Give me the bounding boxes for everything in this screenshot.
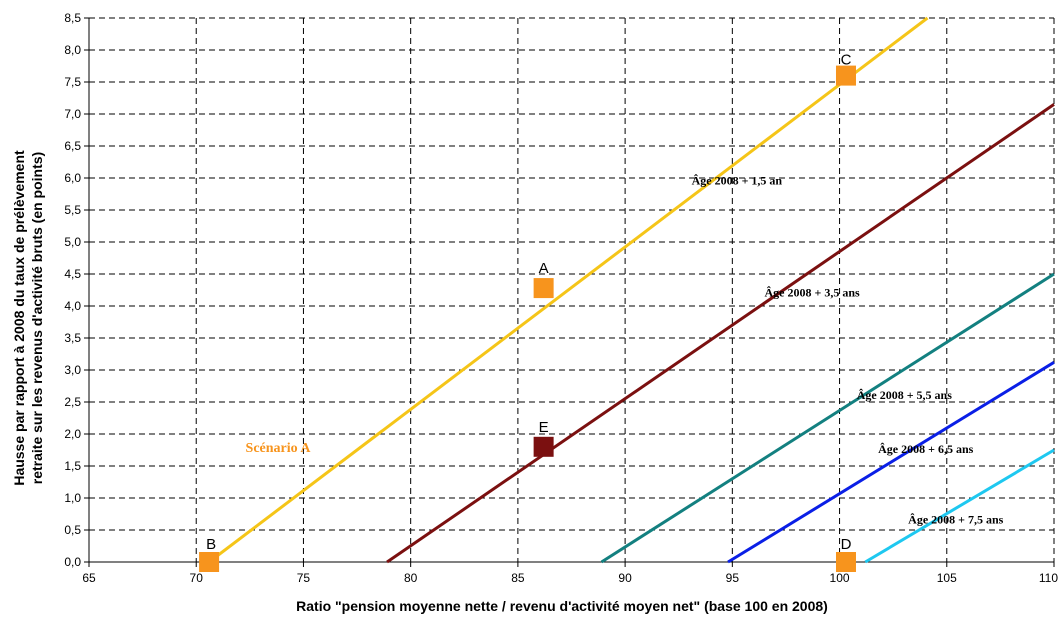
x-tick-label-3: 80 [404, 571, 418, 585]
y-tick-label-1: 0,5 [64, 523, 81, 537]
y-tick-label-16: 8,0 [64, 43, 81, 57]
annotation-scenario-a: Scénario A [246, 441, 312, 456]
y-tick-label-7: 3,5 [64, 331, 81, 345]
series-label-4: Âge 2008 + 6,5 ans [878, 442, 974, 456]
y-axis-label: Hausse par rapport à 2008 du taux de pré… [11, 150, 45, 486]
x-tick-label-4: 85 [511, 571, 525, 585]
x-tick-label-2: 75 [297, 571, 311, 585]
x-tick-label-8: 105 [937, 571, 957, 585]
point-label-b: B [206, 536, 216, 553]
y-tick-label-2: 1,0 [64, 491, 81, 505]
series-label-3: Âge 2008 + 5,5 ans [857, 388, 953, 402]
y-tick-label-5: 2,5 [64, 395, 81, 409]
x-tick-label-5: 90 [618, 571, 632, 585]
point-marker-b [199, 552, 220, 572]
y-tick-label-11: 5,5 [64, 203, 81, 217]
series-line-5 [864, 448, 1055, 564]
y-tick-label-0: 0,0 [64, 555, 81, 569]
y-tick-label-14: 7,0 [64, 107, 81, 121]
point-marker-c [835, 65, 856, 86]
x-tick-label-7: 100 [830, 571, 850, 585]
y-axis-label-line2: retraite sur les revenus d'activité brut… [29, 152, 45, 484]
series-label-1: Âge 2008 + 1,5 an [692, 173, 783, 187]
axes [88, 18, 1054, 563]
x-tick-label-0: 65 [82, 571, 96, 585]
point-label-e: E [539, 419, 549, 436]
x-tick-label-1: 70 [190, 571, 204, 585]
point-marker-e [533, 436, 554, 457]
y-tick-label-12: 6,0 [64, 171, 81, 185]
point-label-d: D [841, 536, 852, 553]
y-tick-label-17: 8,5 [64, 11, 81, 25]
y-tick-labels: 0,0 0,5 1,0 1,5 2,0 2,5 3,0 3,5 4,0 4,5 5,0 5,5 6,0 6… [64, 11, 89, 569]
x-tick-labels: 65 70 75 80 85 90 95 100 105 110 [82, 562, 1058, 585]
x-tick-label-6: 95 [726, 571, 740, 585]
series-lines [208, 16, 1055, 564]
series-labels: Âge 2008 + 1,5 an Âge 2008 + 3,5 ans Âge 2… [692, 173, 1004, 526]
series-line-4 [727, 361, 1055, 564]
y-tick-label-9: 4,5 [64, 267, 81, 281]
point-markers: A B C D E [199, 52, 856, 572]
y-tick-label-10: 5,0 [64, 235, 81, 249]
y-tick-label-4: 2,0 [64, 427, 81, 441]
y-axis-label-line1: Hausse par rapport à 2008 du taux de pré… [11, 150, 27, 486]
point-marker-d [835, 552, 856, 572]
series-label-5: Âge 2008 + 7,5 ans [908, 513, 1004, 527]
point-marker-a [533, 278, 554, 299]
grid [89, 17, 1055, 562]
point-label-c: C [841, 52, 852, 69]
point-label-a: A [539, 260, 549, 277]
x-axis-label: Ratio "pension moyenne nette / revenu d'… [296, 598, 828, 614]
y-tick-label-15: 7,5 [64, 75, 81, 89]
series-line-2 [386, 103, 1055, 564]
annotations: Scénario A [246, 441, 312, 456]
x-tick-label-9: 110 [1039, 571, 1058, 585]
series-line-1 [208, 16, 929, 564]
y-tick-label-8: 4,0 [64, 299, 81, 313]
y-tick-label-13: 6,5 [64, 139, 81, 153]
series-label-2: Âge 2008 + 3,5 ans [765, 285, 861, 299]
series-line-3 [600, 272, 1055, 564]
y-tick-label-6: 3,0 [64, 363, 81, 377]
y-tick-label-3: 1,5 [64, 459, 81, 473]
